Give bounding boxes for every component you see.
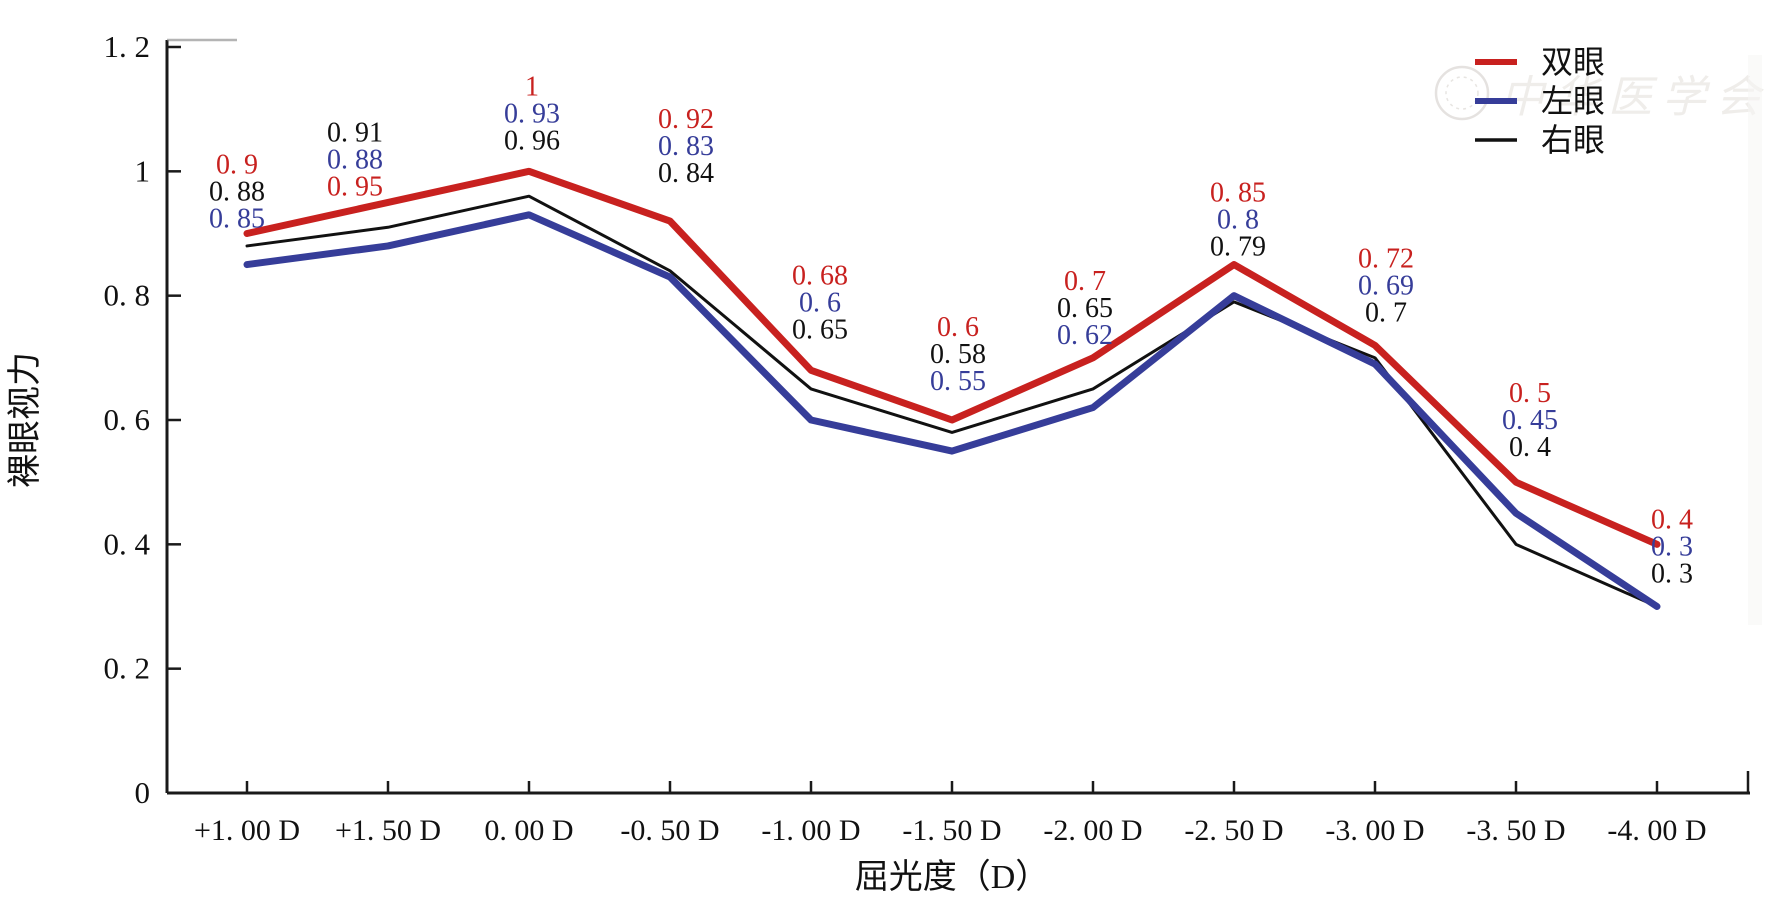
- point-label-left-eye: 0. 88: [327, 144, 383, 175]
- point-label-both-eyes: 0. 68: [792, 260, 848, 291]
- x-tick-label: +1. 50 D: [335, 814, 441, 847]
- point-label-right-eye: 0. 88: [209, 177, 265, 208]
- point-label-both-eyes: 0. 85: [1210, 178, 1266, 209]
- watermark: 中华医学会: [1434, 55, 1770, 625]
- point-label-both-eyes: 0. 92: [658, 104, 714, 135]
- point-label-right-eye: 0. 91: [327, 117, 383, 148]
- legend-item-left-eye: 左眼: [1475, 83, 1605, 119]
- point-label-left-eye: 0. 55: [930, 366, 986, 397]
- point-label-left-eye: 0. 6: [799, 287, 841, 318]
- point-label-both-eyes: 0. 5: [1509, 378, 1551, 409]
- point-label-right-eye: 0. 7: [1365, 297, 1407, 328]
- y-tick-label: 0. 8: [104, 278, 151, 313]
- watermark-text: 中华医学会: [1500, 73, 1770, 122]
- y-tick-label: 0. 6: [104, 402, 151, 437]
- point-label-left-eye: 0. 93: [504, 98, 560, 129]
- y-tick-label: 1. 2: [104, 29, 151, 64]
- legend-label-right-eye: 右眼: [1541, 122, 1605, 158]
- legend-label-both-eyes: 双眼: [1541, 44, 1605, 80]
- watermark-seal-inner-icon: [1445, 76, 1479, 110]
- legend-label-left-eye: 左眼: [1541, 83, 1605, 119]
- point-label-both-eyes: 0. 95: [327, 171, 383, 202]
- point-label-both-eyes: 0. 4: [1651, 504, 1693, 535]
- point-label-left-eye: 0. 8: [1217, 205, 1259, 236]
- point-label-right-eye: 0. 58: [930, 339, 986, 370]
- x-axis-title: 屈光度（D）: [855, 858, 1050, 896]
- point-label-left-eye: 0. 69: [1358, 270, 1414, 301]
- series-line-both-eyes: [243, 167, 1661, 548]
- x-tick-label: +1. 00 D: [194, 814, 300, 847]
- point-label-both-eyes: 1: [525, 71, 539, 102]
- point-label-left-eye: 0. 3: [1651, 531, 1693, 562]
- point-label-both-eyes: 0. 9: [216, 150, 258, 181]
- x-tick-label: -3. 50 D: [1466, 814, 1565, 847]
- y-tick-label: 0. 2: [104, 651, 151, 686]
- point-label-left-eye: 0. 85: [209, 204, 265, 235]
- series-line-right-eye: [245, 194, 1659, 608]
- point-label-both-eyes: 0. 72: [1358, 243, 1414, 274]
- y-axis-title: 裸眼视力: [6, 352, 44, 488]
- point-label-left-eye: 0. 45: [1502, 405, 1558, 436]
- x-tick-label: -1. 50 D: [902, 814, 1001, 847]
- watermark-seal-icon: [1434, 65, 1490, 121]
- x-tick-label: 0. 00 D: [484, 814, 573, 847]
- y-tick-label: 1: [135, 153, 151, 188]
- point-label-both-eyes: 0. 6: [937, 312, 979, 343]
- point-label-right-eye: 0. 4: [1509, 432, 1551, 463]
- x-tick-label: -1. 00 D: [761, 814, 860, 847]
- point-label-right-eye: 0. 84: [658, 158, 714, 189]
- legend-item-right-eye: 右眼: [1475, 122, 1605, 158]
- point-label-right-eye: 0. 79: [1210, 232, 1266, 263]
- legend-item-both-eyes: 双眼: [1475, 44, 1605, 80]
- y-tick-label: 0: [135, 775, 151, 810]
- x-tick-label: -2. 00 D: [1043, 814, 1142, 847]
- watermark-edge-smudge: [1748, 55, 1762, 625]
- x-tick-label: -0. 50 D: [620, 814, 719, 847]
- point-label-left-eye: 0. 83: [658, 131, 714, 162]
- point-label-right-eye: 0. 65: [1057, 293, 1113, 324]
- y-tick-label: 0. 4: [104, 526, 151, 561]
- x-tick-label: -2. 50 D: [1184, 814, 1283, 847]
- point-label-left-eye: 0. 62: [1057, 320, 1113, 351]
- x-tick-label: -3. 00 D: [1325, 814, 1424, 847]
- point-label-right-eye: 0. 3: [1651, 558, 1693, 589]
- point-label-right-eye: 0. 96: [504, 125, 560, 156]
- point-label-right-eye: 0. 65: [792, 314, 848, 345]
- x-tick-label: -4. 00 D: [1607, 814, 1706, 847]
- point-label-both-eyes: 0. 7: [1064, 266, 1106, 297]
- series-line-left-eye: [243, 211, 1661, 610]
